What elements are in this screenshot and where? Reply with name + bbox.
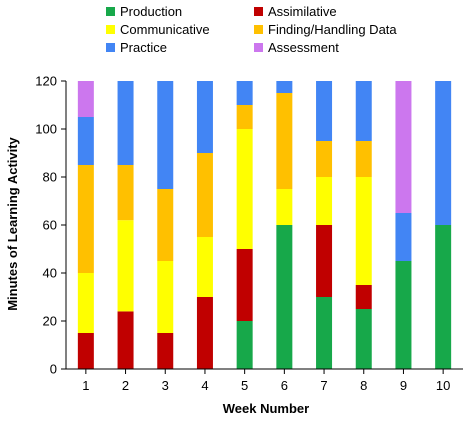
legend-label: Communicative xyxy=(120,22,210,37)
bar-week-2-finding-handling-data xyxy=(117,165,134,221)
y-tick-label: 0 xyxy=(50,362,57,377)
y-tick-label: 60 xyxy=(43,218,57,233)
legend-swatch xyxy=(106,25,115,34)
bar-week-6-production xyxy=(276,225,293,369)
bar-week-5-assimilative xyxy=(236,249,253,321)
x-tick-label: 3 xyxy=(162,378,169,393)
y-tick-label: 120 xyxy=(35,74,57,89)
x-tick-label: 10 xyxy=(436,378,450,393)
bar-week-4-finding-handling-data xyxy=(196,153,213,237)
x-tick-label: 7 xyxy=(320,378,327,393)
bar-week-9-production xyxy=(395,261,412,369)
bar-week-3-assimilative xyxy=(157,333,174,369)
legend-label: Production xyxy=(120,4,182,19)
x-tick-label: 2 xyxy=(122,378,129,393)
x-tick-label: 4 xyxy=(201,378,208,393)
bar-week-3-finding-handling-data xyxy=(157,189,174,261)
legend-label: Assessment xyxy=(268,40,339,55)
bar-week-5-communicative xyxy=(236,129,253,249)
legend-swatch xyxy=(254,43,263,52)
bar-week-7-finding-handling-data xyxy=(316,141,333,177)
legend-label: Finding/Handling Data xyxy=(268,22,397,37)
x-axis-title: Week Number xyxy=(223,401,309,416)
bar-week-5-practice xyxy=(236,81,253,105)
legend-swatch xyxy=(254,7,263,16)
bar-week-10-practice xyxy=(435,81,452,225)
y-tick-label: 20 xyxy=(43,314,57,329)
y-tick-label: 80 xyxy=(43,170,57,185)
bar-week-8-production xyxy=(355,309,372,369)
bar-week-1-assimilative xyxy=(77,333,94,369)
y-tick-label: 100 xyxy=(35,122,57,137)
legend-label: Assimilative xyxy=(268,4,337,19)
legend: Production Assimilative Communicative Findi… xyxy=(106,4,397,55)
bar-week-2-practice xyxy=(117,81,134,165)
bar-week-2-communicative xyxy=(117,220,134,312)
bar-week-7-assimilative xyxy=(316,225,333,297)
bar-week-8-practice xyxy=(355,81,372,141)
legend-label: Practice xyxy=(120,40,167,55)
bar-week-1-practice xyxy=(77,117,94,165)
bar-week-1-communicative xyxy=(77,273,94,333)
bar-week-6-communicative xyxy=(276,189,293,225)
bar-week-4-assimilative xyxy=(196,297,213,369)
legend-swatch xyxy=(106,7,115,16)
x-tick-label: 6 xyxy=(281,378,288,393)
bar-week-7-communicative xyxy=(316,177,333,225)
bar-week-10-production xyxy=(435,225,452,369)
bar-week-6-practice xyxy=(276,81,293,93)
bar-week-3-practice xyxy=(157,81,174,189)
x-tick-label: 1 xyxy=(82,378,89,393)
bar-week-8-assimilative xyxy=(355,285,372,309)
x-tick-label: 9 xyxy=(400,378,407,393)
bar-week-8-communicative xyxy=(355,177,372,285)
bar-week-9-assessment xyxy=(395,81,412,213)
bar-week-1-finding-handling-data xyxy=(77,165,94,273)
y-axis-title: Minutes of Learning Activity xyxy=(5,136,20,310)
y-axis: 0 20 40 60 80 100 120 xyxy=(35,74,67,377)
bar-week-7-production xyxy=(316,297,333,369)
bar-week-4-communicative xyxy=(196,237,213,297)
y-tick-label: 40 xyxy=(43,266,57,281)
bar-week-8-finding-handling-data xyxy=(355,141,372,177)
bar-week-5-finding-handling-data xyxy=(236,105,253,129)
legend-swatch xyxy=(254,25,263,34)
bar-week-9-practice xyxy=(395,213,412,261)
bar-week-4-practice xyxy=(196,81,213,153)
x-axis: 1 2 3 4 5 6 7 8 9 10 xyxy=(66,368,463,393)
bar-week-6-finding-handling-data xyxy=(276,93,293,189)
bar-week-2-assimilative xyxy=(117,311,134,369)
plot-area xyxy=(77,81,452,369)
legend-swatch xyxy=(106,43,115,52)
bar-week-7-practice xyxy=(316,81,333,141)
bar-week-3-communicative xyxy=(157,261,174,333)
bar-week-5-production xyxy=(236,321,253,369)
x-tick-label: 5 xyxy=(241,378,248,393)
bar-week-1-assessment xyxy=(77,81,94,117)
x-tick-label: 8 xyxy=(360,378,367,393)
